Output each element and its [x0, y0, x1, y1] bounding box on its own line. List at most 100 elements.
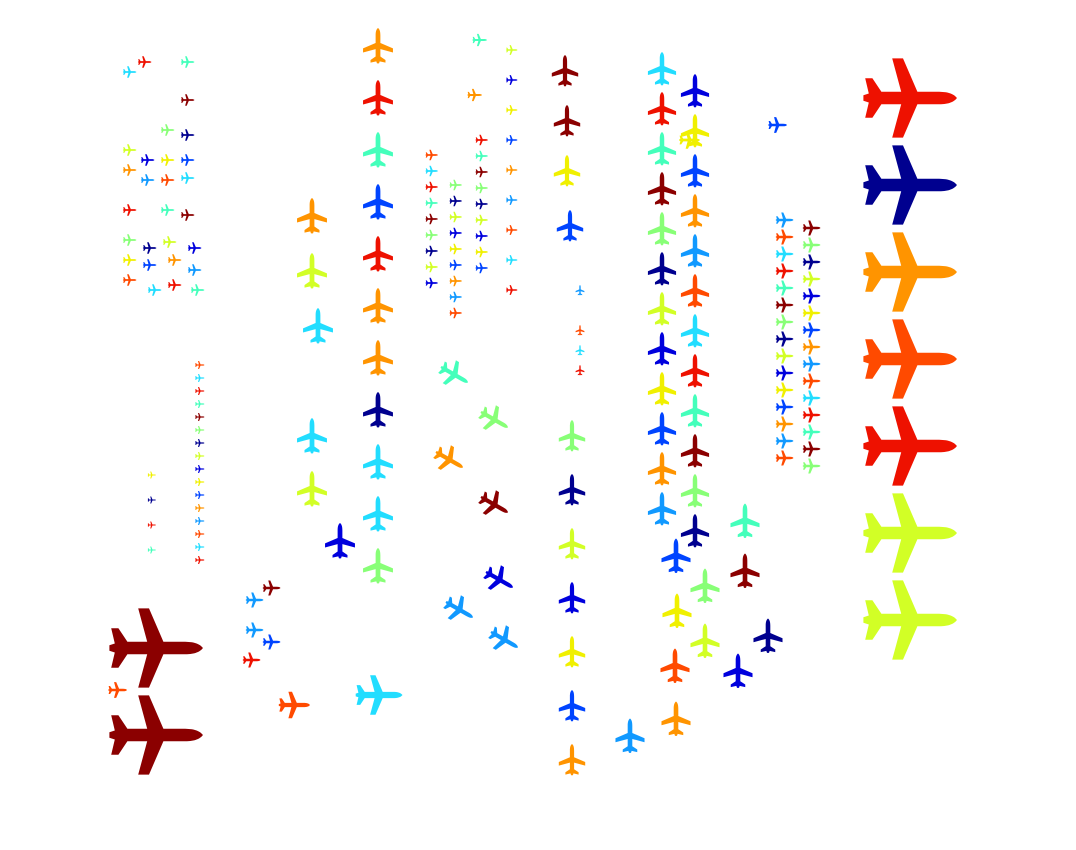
small-aircraft [262, 634, 281, 650]
small-aircraft [142, 242, 157, 254]
aircraft-segment [690, 623, 720, 658]
aircraft-segment [325, 523, 355, 559]
small-aircraft [775, 331, 794, 347]
small-aircraft [475, 166, 488, 178]
small-aircraft [802, 220, 821, 236]
tiny-aircraft [195, 478, 205, 486]
small-aircraft [768, 117, 787, 133]
small-aircraft [122, 66, 137, 78]
aircraft-segment [647, 412, 677, 446]
small-aircraft [506, 225, 518, 235]
small-aircraft [180, 129, 195, 141]
small-aircraft [506, 195, 518, 205]
tiny-aircraft [195, 439, 205, 447]
small-aircraft [245, 622, 264, 638]
aircraft-segment [575, 285, 585, 296]
small-aircraft [180, 154, 195, 166]
aircraft-segment [558, 420, 586, 452]
tiny-aircraft [195, 374, 205, 382]
large-aircraft [109, 695, 203, 775]
tiny-aircraft [195, 543, 205, 551]
aircraft-segment [753, 618, 783, 653]
small-aircraft [802, 458, 821, 474]
tiny-aircraft [195, 452, 205, 460]
large-aircraft [863, 232, 957, 312]
aircraft-segment [558, 636, 586, 668]
aircraft-segment [558, 474, 586, 506]
small-aircraft [472, 33, 487, 47]
small-aircraft [122, 254, 137, 266]
small-aircraft [425, 165, 438, 177]
aircraft-segment [297, 418, 327, 454]
aircraft-segment [575, 365, 585, 376]
aircraft-segment [662, 593, 692, 628]
small-aircraft [425, 213, 438, 225]
aircraft-segment [303, 308, 333, 344]
tiny-aircraft [147, 471, 156, 479]
large-aircraft [863, 580, 957, 660]
small-aircraft [449, 259, 462, 271]
aircraft-segment [363, 444, 393, 480]
tiny-aircraft [147, 496, 156, 504]
small-aircraft [140, 154, 155, 166]
small-aircraft [449, 243, 462, 255]
aircraft-segment [661, 701, 691, 736]
aircraft-segment [355, 675, 403, 715]
aircraft-segment [647, 452, 677, 486]
small-aircraft [506, 135, 518, 145]
aircraft-segment [575, 345, 585, 356]
aircraft-segment [680, 154, 710, 188]
small-aircraft [506, 45, 518, 55]
aircraft-segment [680, 434, 710, 468]
aircraft-segment [474, 400, 515, 439]
aircraft-segment [730, 553, 760, 588]
small-aircraft [506, 255, 518, 265]
aircraft-segment [558, 690, 586, 722]
tiny-aircraft [195, 413, 205, 421]
small-aircraft [802, 424, 821, 440]
aircraft-segment [680, 274, 710, 308]
aircraft-segment [551, 55, 579, 87]
small-aircraft [475, 198, 488, 210]
small-aircraft [802, 407, 821, 423]
small-aircraft [122, 144, 137, 156]
small-aircraft [190, 284, 205, 296]
aircraft-segment [553, 105, 581, 137]
small-aircraft [802, 390, 821, 406]
aircraft-segment [680, 394, 710, 428]
aircraft-segment [479, 560, 520, 599]
small-aircraft [775, 348, 794, 364]
aircraft-segment [484, 620, 525, 659]
small-aircraft [425, 261, 438, 273]
aircraft-segment [363, 132, 393, 168]
small-aircraft [449, 211, 462, 223]
small-aircraft [802, 373, 821, 389]
aircraft-segment [363, 28, 393, 64]
small-aircraft [802, 288, 821, 304]
aircraft-segment [297, 198, 327, 234]
small-aircraft [425, 181, 438, 193]
aircraft-segment [647, 492, 677, 526]
aircraft-segment [680, 74, 710, 108]
large-aircraft [863, 319, 957, 399]
small-aircraft [775, 297, 794, 313]
small-aircraft [147, 284, 162, 296]
small-aircraft [506, 105, 518, 115]
small-aircraft [180, 209, 195, 221]
small-aircraft [425, 229, 438, 241]
small-aircraft [242, 652, 261, 668]
aircraft-segment [723, 653, 753, 688]
small-aircraft [122, 164, 137, 176]
aircraft-segment [363, 288, 393, 324]
aircraft-segment [680, 114, 710, 148]
small-aircraft [775, 314, 794, 330]
aircraft-segment [647, 292, 677, 326]
small-aircraft [162, 236, 177, 248]
large-aircraft [863, 493, 957, 573]
small-aircraft [137, 56, 152, 68]
tiny-aircraft [195, 387, 205, 395]
small-aircraft [506, 75, 518, 85]
aircraft-segment [439, 590, 480, 629]
aircraft-segment [615, 718, 645, 753]
